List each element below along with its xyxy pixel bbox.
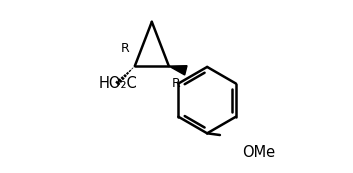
- Polygon shape: [169, 66, 187, 75]
- Text: OMe: OMe: [242, 144, 275, 160]
- Text: R: R: [172, 78, 181, 90]
- Text: R: R: [121, 42, 130, 55]
- Text: HO₂C: HO₂C: [98, 76, 137, 91]
